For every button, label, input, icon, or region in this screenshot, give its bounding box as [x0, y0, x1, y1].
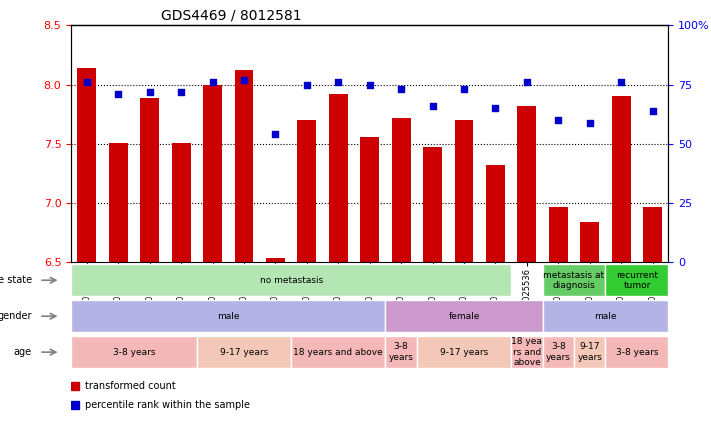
- Text: 18 yea
rs and
above: 18 yea rs and above: [511, 337, 542, 367]
- Text: 9-17 years: 9-17 years: [220, 348, 268, 357]
- Text: gender: gender: [0, 311, 32, 321]
- Text: male: male: [217, 312, 240, 321]
- Bar: [549, 206, 568, 262]
- Bar: [486, 165, 505, 262]
- FancyBboxPatch shape: [385, 300, 542, 332]
- Point: [176, 88, 187, 95]
- Point: [333, 79, 344, 85]
- Bar: [454, 120, 474, 262]
- Bar: [297, 120, 316, 262]
- Bar: [392, 118, 410, 262]
- Bar: [518, 106, 536, 262]
- Bar: [77, 68, 96, 262]
- Text: percentile rank within the sample: percentile rank within the sample: [85, 400, 250, 410]
- Text: 18 years and above: 18 years and above: [294, 348, 383, 357]
- Text: female: female: [449, 312, 480, 321]
- Text: GDS4469 / 8012581: GDS4469 / 8012581: [161, 9, 301, 23]
- Text: 3-8
years: 3-8 years: [546, 343, 571, 362]
- Text: 9-17 years: 9-17 years: [440, 348, 488, 357]
- Point: [616, 79, 627, 85]
- Bar: [140, 98, 159, 262]
- Point: [584, 119, 595, 126]
- Bar: [203, 85, 222, 262]
- FancyBboxPatch shape: [417, 336, 511, 368]
- Point: [427, 102, 438, 109]
- Point: [144, 88, 156, 95]
- Bar: [235, 70, 253, 262]
- Point: [238, 77, 250, 83]
- Point: [459, 86, 470, 93]
- Text: 3-8 years: 3-8 years: [616, 348, 658, 357]
- Bar: [580, 222, 599, 262]
- Point: [521, 79, 533, 85]
- FancyBboxPatch shape: [71, 264, 511, 297]
- Bar: [643, 206, 662, 262]
- FancyBboxPatch shape: [385, 336, 417, 368]
- Point: [395, 86, 407, 93]
- Text: no metastasis: no metastasis: [260, 276, 323, 285]
- Point: [301, 81, 313, 88]
- Point: [81, 79, 92, 85]
- Text: recurrent
tumor: recurrent tumor: [616, 271, 658, 290]
- FancyBboxPatch shape: [71, 300, 385, 332]
- FancyBboxPatch shape: [542, 264, 606, 297]
- Bar: [266, 258, 285, 262]
- Bar: [329, 94, 348, 262]
- FancyBboxPatch shape: [542, 300, 668, 332]
- Text: transformed count: transformed count: [85, 381, 176, 391]
- Point: [112, 91, 124, 97]
- Bar: [611, 96, 631, 262]
- Bar: [171, 143, 191, 262]
- Point: [647, 107, 658, 114]
- Point: [269, 131, 281, 138]
- FancyBboxPatch shape: [542, 336, 574, 368]
- FancyBboxPatch shape: [511, 336, 542, 368]
- Text: disease state: disease state: [0, 275, 32, 285]
- Text: metastasis at
diagnosis: metastasis at diagnosis: [543, 271, 604, 290]
- Bar: [360, 137, 379, 262]
- Text: 9-17
years: 9-17 years: [577, 343, 602, 362]
- FancyBboxPatch shape: [197, 336, 291, 368]
- FancyBboxPatch shape: [606, 336, 668, 368]
- Text: male: male: [594, 312, 616, 321]
- Point: [364, 81, 375, 88]
- Text: age: age: [14, 347, 32, 357]
- FancyBboxPatch shape: [291, 336, 385, 368]
- Point: [552, 117, 564, 124]
- FancyBboxPatch shape: [71, 336, 197, 368]
- Point: [207, 79, 218, 85]
- FancyBboxPatch shape: [606, 264, 668, 297]
- Bar: [109, 143, 128, 262]
- Bar: [423, 147, 442, 262]
- Text: 3-8
years: 3-8 years: [389, 343, 414, 362]
- Text: 3-8 years: 3-8 years: [113, 348, 155, 357]
- Point: [490, 105, 501, 112]
- FancyBboxPatch shape: [574, 336, 606, 368]
